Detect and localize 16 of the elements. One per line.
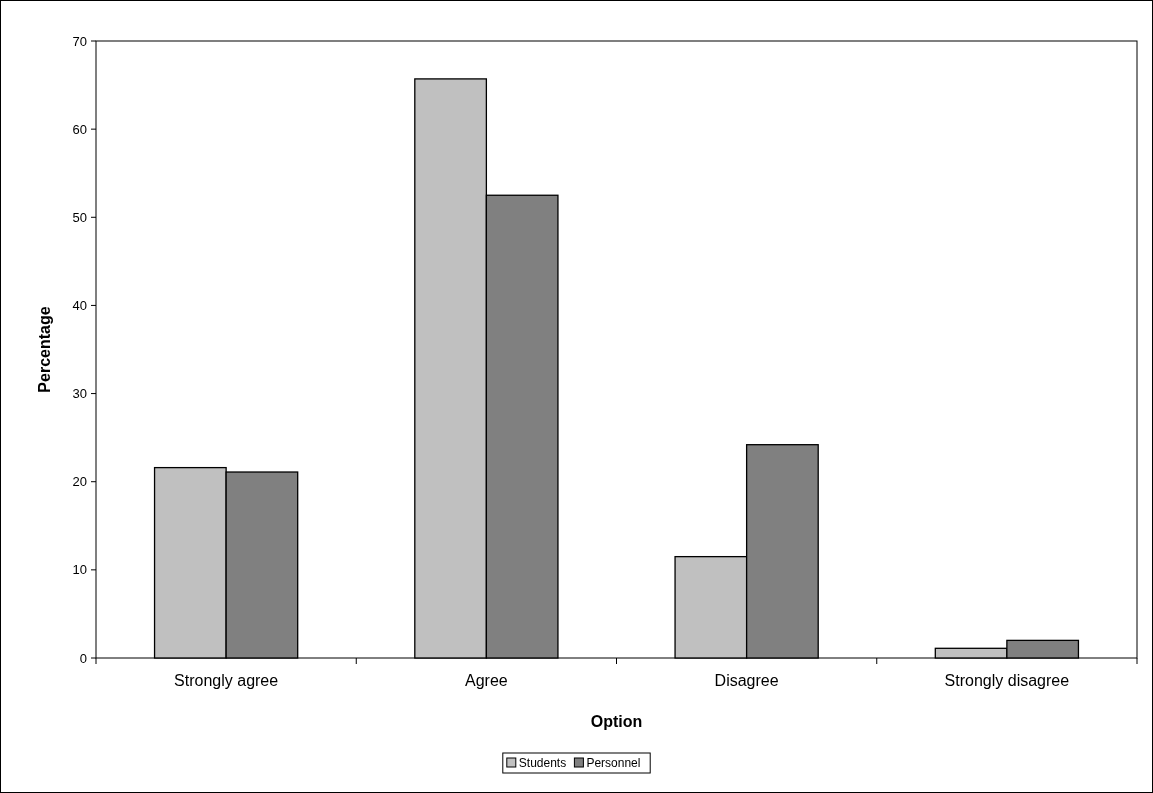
y-tick-label: 0: [79, 650, 87, 666]
x-tick-label: Strongly disagree: [944, 672, 1070, 689]
x-tick-label: Disagree: [714, 672, 779, 689]
x-tick-label: Agree: [465, 672, 508, 689]
x-tick-label: Strongly agree: [174, 672, 279, 689]
y-tick-label: 60: [72, 121, 87, 137]
y-tick-label: 50: [72, 209, 87, 225]
y-tick-label: 10: [72, 562, 87, 578]
y-tick-label: 30: [72, 386, 87, 402]
y-tick-label: 40: [72, 297, 87, 313]
legend-label: Personnel: [586, 756, 641, 770]
y-tick-label: 20: [72, 474, 87, 490]
y-axis-title: Percentage: [36, 306, 53, 393]
legend-label: Students: [518, 756, 567, 770]
y-tick-label: 70: [72, 33, 87, 49]
x-axis-title: Option: [590, 713, 643, 730]
